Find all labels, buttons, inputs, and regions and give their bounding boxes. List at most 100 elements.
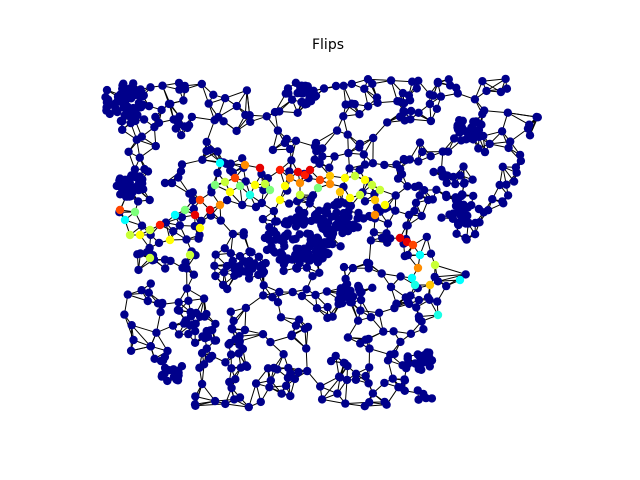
graph-node — [403, 354, 412, 363]
flip-node — [125, 230, 135, 240]
graph-node — [532, 112, 541, 122]
graph-node — [259, 281, 268, 290]
graph-node — [208, 325, 217, 335]
graph-node — [383, 118, 392, 127]
graph-node — [339, 262, 349, 272]
graph-node — [244, 402, 253, 412]
graph-node — [356, 306, 365, 315]
graph-node — [468, 175, 477, 184]
graph-node — [433, 277, 443, 286]
flip-node — [295, 178, 305, 188]
graph-node — [163, 376, 172, 386]
graph-node — [287, 156, 296, 165]
graph-node — [179, 96, 188, 105]
graph-node — [323, 302, 332, 312]
graph-node — [127, 94, 136, 103]
graph-node — [433, 297, 442, 306]
graph-node — [506, 137, 515, 146]
graph-node — [158, 81, 167, 90]
graph-node — [377, 269, 386, 278]
graph-node — [344, 148, 353, 158]
flip-node — [315, 175, 325, 185]
graph-node — [156, 307, 165, 317]
flip-node — [120, 215, 130, 225]
graph-node — [300, 324, 310, 333]
flip-node — [165, 235, 175, 245]
graph-node — [392, 299, 401, 308]
graph-node — [421, 393, 431, 403]
graph-node — [414, 312, 424, 321]
graph-node — [368, 159, 378, 168]
graph-node — [175, 306, 184, 315]
graph-node — [126, 118, 135, 128]
graph-node — [364, 259, 374, 268]
graph-node — [182, 284, 192, 293]
graph-node — [470, 95, 480, 104]
graph-node — [211, 271, 220, 281]
graph-node — [297, 85, 307, 94]
graph-node — [311, 138, 321, 148]
graph-node — [163, 346, 172, 356]
graph-node — [102, 85, 112, 95]
graph-node — [391, 206, 400, 215]
graph-node — [240, 325, 250, 335]
graph-node — [503, 108, 512, 117]
flip-node — [425, 280, 435, 290]
graph-node — [283, 373, 293, 382]
graph-node — [133, 250, 142, 259]
graph-node — [415, 138, 425, 147]
flip-node — [325, 179, 335, 189]
graph-node — [459, 162, 468, 171]
graph-node — [318, 152, 327, 161]
graph-node — [304, 87, 313, 97]
graph-node — [271, 217, 280, 226]
flip-node — [375, 185, 385, 195]
graph-node — [386, 76, 396, 85]
graph-node — [317, 395, 327, 404]
graph-node — [317, 221, 326, 230]
graph-node — [509, 177, 519, 186]
graph-node — [501, 74, 510, 84]
graph-node — [284, 199, 294, 208]
flip-node — [235, 181, 245, 191]
graph-node — [104, 95, 113, 104]
flip-node — [430, 260, 440, 270]
graph-node — [279, 233, 288, 242]
graph-node — [150, 354, 159, 363]
graph-node — [364, 334, 373, 344]
graph-node — [415, 351, 424, 361]
graph-node — [471, 218, 480, 228]
graph-node — [353, 214, 362, 223]
graph-node — [168, 321, 178, 330]
graph-node — [229, 316, 238, 326]
graph-node — [405, 96, 415, 105]
flip-node — [195, 223, 205, 233]
graph-node — [504, 143, 513, 153]
flip-node — [285, 173, 295, 183]
flip-node — [340, 173, 350, 183]
graph-node — [427, 394, 437, 403]
graph-node — [396, 272, 405, 281]
graph-node — [308, 272, 317, 281]
graph-node — [227, 324, 236, 333]
graph-node — [396, 164, 405, 174]
graph-node — [281, 381, 291, 390]
graph-node — [393, 97, 402, 106]
graph-node — [453, 220, 463, 229]
graph-node — [420, 186, 429, 195]
graph-node — [335, 373, 345, 382]
flip-node — [350, 171, 360, 181]
graph-node — [158, 356, 168, 365]
graph-node — [360, 84, 369, 94]
graph-node — [258, 330, 268, 339]
flip-node — [170, 210, 180, 220]
graph-node — [245, 111, 254, 120]
graph-node — [239, 228, 248, 237]
graph-node — [467, 134, 476, 143]
graph-node — [438, 169, 448, 178]
graph-node — [300, 208, 309, 218]
graph-node — [293, 108, 302, 118]
graph-node — [457, 200, 466, 210]
graph-node — [242, 86, 252, 95]
graph-node — [324, 249, 333, 258]
